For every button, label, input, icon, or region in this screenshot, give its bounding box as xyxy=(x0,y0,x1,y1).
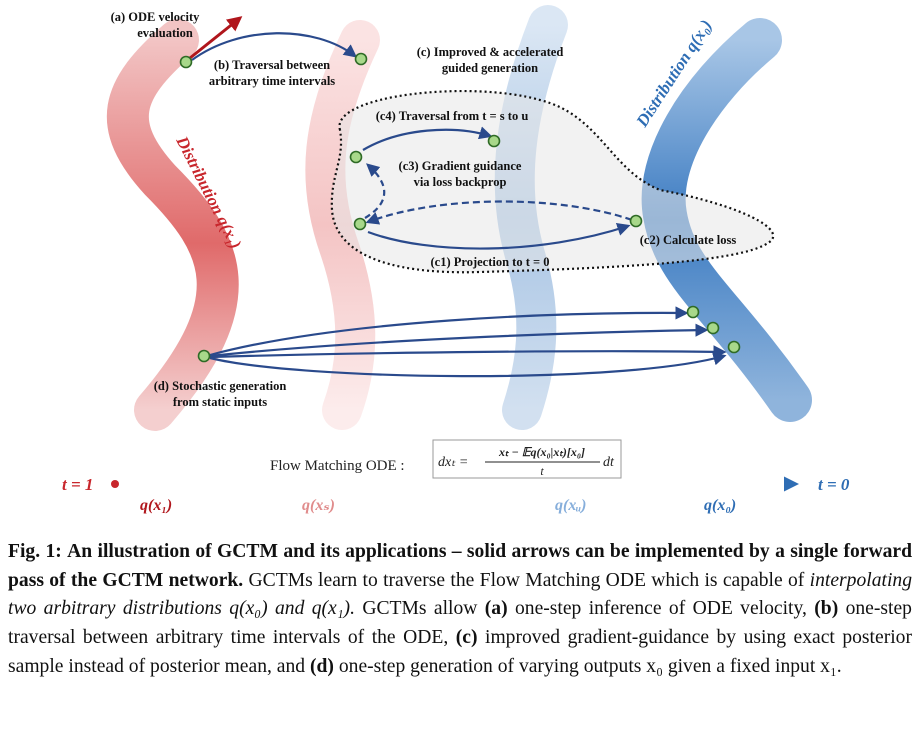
caption-text-2: interpolating two arbitrary distribution… xyxy=(8,569,912,620)
caption-text-3: q(x₀) and q(x₁). xyxy=(229,598,355,620)
band-x1 xyxy=(106,19,239,431)
label-c-line1: (c) Improved & accelerated xyxy=(417,45,564,59)
sample-dot-d-input xyxy=(197,349,211,363)
velocity-arrow xyxy=(189,16,243,60)
label-d-line1: (d) Stochastic generation xyxy=(154,379,287,393)
equation-suffix: dt xyxy=(603,455,615,470)
label-a-line2: evaluation xyxy=(137,26,193,40)
sample-dot-a xyxy=(179,55,193,69)
sample-dot-c4-end xyxy=(487,134,501,148)
caption-b: (b) xyxy=(814,598,839,620)
caption-text-4: GCTMs allow xyxy=(362,598,478,620)
label-a-line1: (a) ODE velocity xyxy=(111,10,201,24)
label-b-line2: arbitrary time intervals xyxy=(209,74,335,88)
caption-text-6: one-step traversal between arbitrary tim… xyxy=(8,598,912,649)
caption-a: (a) xyxy=(484,598,508,620)
label-c4: (c4) Traversal from t = s to u xyxy=(376,109,529,123)
timeline-mark-x1: q(x₁) xyxy=(140,497,172,514)
gradient-arrow-c3 xyxy=(364,163,386,219)
band-xs xyxy=(305,20,380,430)
sample-dot-out-2 xyxy=(706,321,720,335)
generation-arrow-1 xyxy=(209,306,689,357)
sample-dot-c1-start xyxy=(353,217,367,231)
caption-c: (c) xyxy=(455,627,478,649)
generation-arrow-2 xyxy=(209,323,709,358)
caption-text-7: improved gradient-guidance by using exac… xyxy=(8,627,912,677)
generation-arrow-3 xyxy=(209,345,727,359)
caption-text-8: one-step generation of varying outputs x… xyxy=(338,655,842,677)
label-c3-line2: via loss backprop xyxy=(414,175,507,189)
equation-lhs: dxₜ = xyxy=(438,455,468,470)
equation-prefix: Flow Matching ODE : xyxy=(270,458,405,474)
timeline-end-label: t = 0 xyxy=(818,475,850,494)
timeline-mark-xu: q(xᵤ) xyxy=(555,497,586,514)
timeline-mark-xs: q(xₛ) xyxy=(302,497,335,514)
label-c1: (c1) Projection to t = 0 xyxy=(430,255,549,269)
traversal-arrow-c4 xyxy=(362,126,493,151)
equation-denominator: t xyxy=(540,464,544,478)
traversal-arrow-b xyxy=(191,32,358,61)
timeline-start-label: t = 1 xyxy=(62,475,93,494)
guidance-region xyxy=(330,89,775,274)
label-c3-line1: (c3) Gradient guidance xyxy=(399,159,522,173)
caption-title: An illustration of GCTM and its applicat… xyxy=(8,541,913,591)
figure-caption: Fig. 1: An illustration of GCTM and its … xyxy=(8,538,912,682)
generation-arrow-4 xyxy=(209,352,727,378)
caption-text-5: one-step inference of ODE velocity, xyxy=(514,598,807,620)
label-c2: (c2) Calculate loss xyxy=(640,233,737,247)
sample-dot-out-1 xyxy=(686,305,700,319)
gctm-diagram: (a) ODE velocity evaluation (b) Traversa… xyxy=(62,5,850,514)
caption-fig-number: Fig. 1: xyxy=(8,541,62,562)
label-d-line2: from static inputs xyxy=(173,395,267,409)
label-b-line1: (b) Traversal between xyxy=(214,58,330,72)
label-c-line2: guided generation xyxy=(442,61,538,75)
sample-dot-c2 xyxy=(629,214,643,228)
backprop-arrow xyxy=(365,200,633,225)
equation-numerator: xₜ − 𝔼q(x₀|xₜ)[x₀] xyxy=(498,445,585,459)
sample-dot-out-3 xyxy=(727,340,741,354)
caption-text-1: GCTMs learn to traverse the Flow Matchin… xyxy=(248,569,805,591)
projection-arrow-c1 xyxy=(367,223,631,250)
caption-d: (d) xyxy=(310,655,334,677)
timeline-mark-x0: q(x₀) xyxy=(704,497,736,514)
sample-dot-b xyxy=(354,52,368,66)
equation-box xyxy=(432,439,622,479)
sample-dot-c4-start xyxy=(349,150,363,164)
